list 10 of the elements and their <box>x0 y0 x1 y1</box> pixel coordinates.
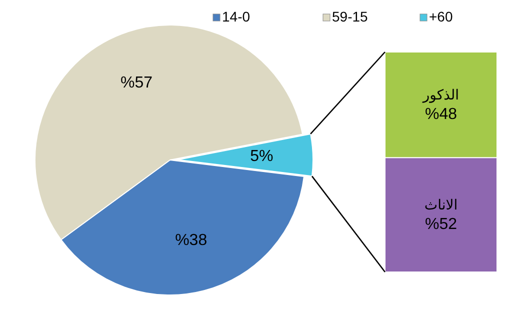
data-label: 5% <box>250 148 274 166</box>
legend-label: 14-0 <box>222 8 250 25</box>
legend-label: 59-15 <box>332 8 368 25</box>
legend-label: +60 <box>429 8 453 25</box>
data-label: %38 <box>175 232 208 250</box>
data-label: %48 <box>424 106 458 124</box>
series-label: الذكور <box>422 88 460 104</box>
data-label: %57 <box>120 74 153 92</box>
data-label: %52 <box>424 216 458 234</box>
series-label: الاناث <box>424 198 458 214</box>
